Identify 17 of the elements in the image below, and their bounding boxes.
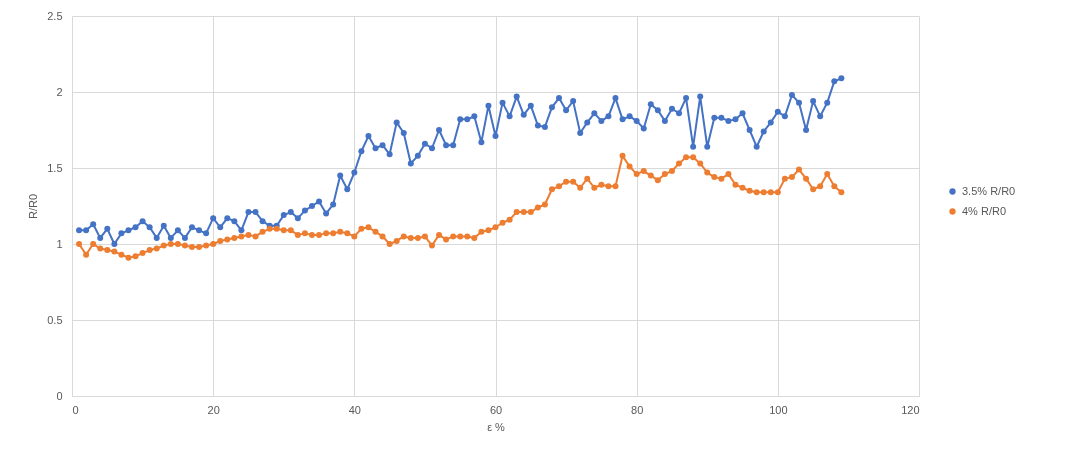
x-tick-label: 40: [348, 403, 361, 416]
x-tick-label: 100: [769, 403, 788, 416]
legend-label: 4% R/R0: [962, 204, 1007, 217]
x-tick-label: 20: [207, 403, 220, 416]
x-axis-title: ε %: [487, 420, 506, 433]
y-tick-label: 1.5: [47, 161, 63, 174]
y-tick-label: 0.5: [47, 313, 63, 326]
y-tick-label: 1: [56, 237, 63, 250]
y-tick-label: 2.5: [47, 9, 63, 22]
x-tick-label: 120: [901, 403, 920, 416]
legend-label: 3.5% R/R0: [962, 184, 1016, 197]
y-axis-title: R/R0: [27, 193, 40, 220]
y-tick-label: 0: [56, 389, 63, 402]
x-tick-label: 60: [489, 403, 503, 416]
x-tick-label: 80: [631, 403, 644, 416]
x-tick-label: 0: [72, 403, 79, 416]
y-tick-label: 2: [56, 85, 63, 98]
